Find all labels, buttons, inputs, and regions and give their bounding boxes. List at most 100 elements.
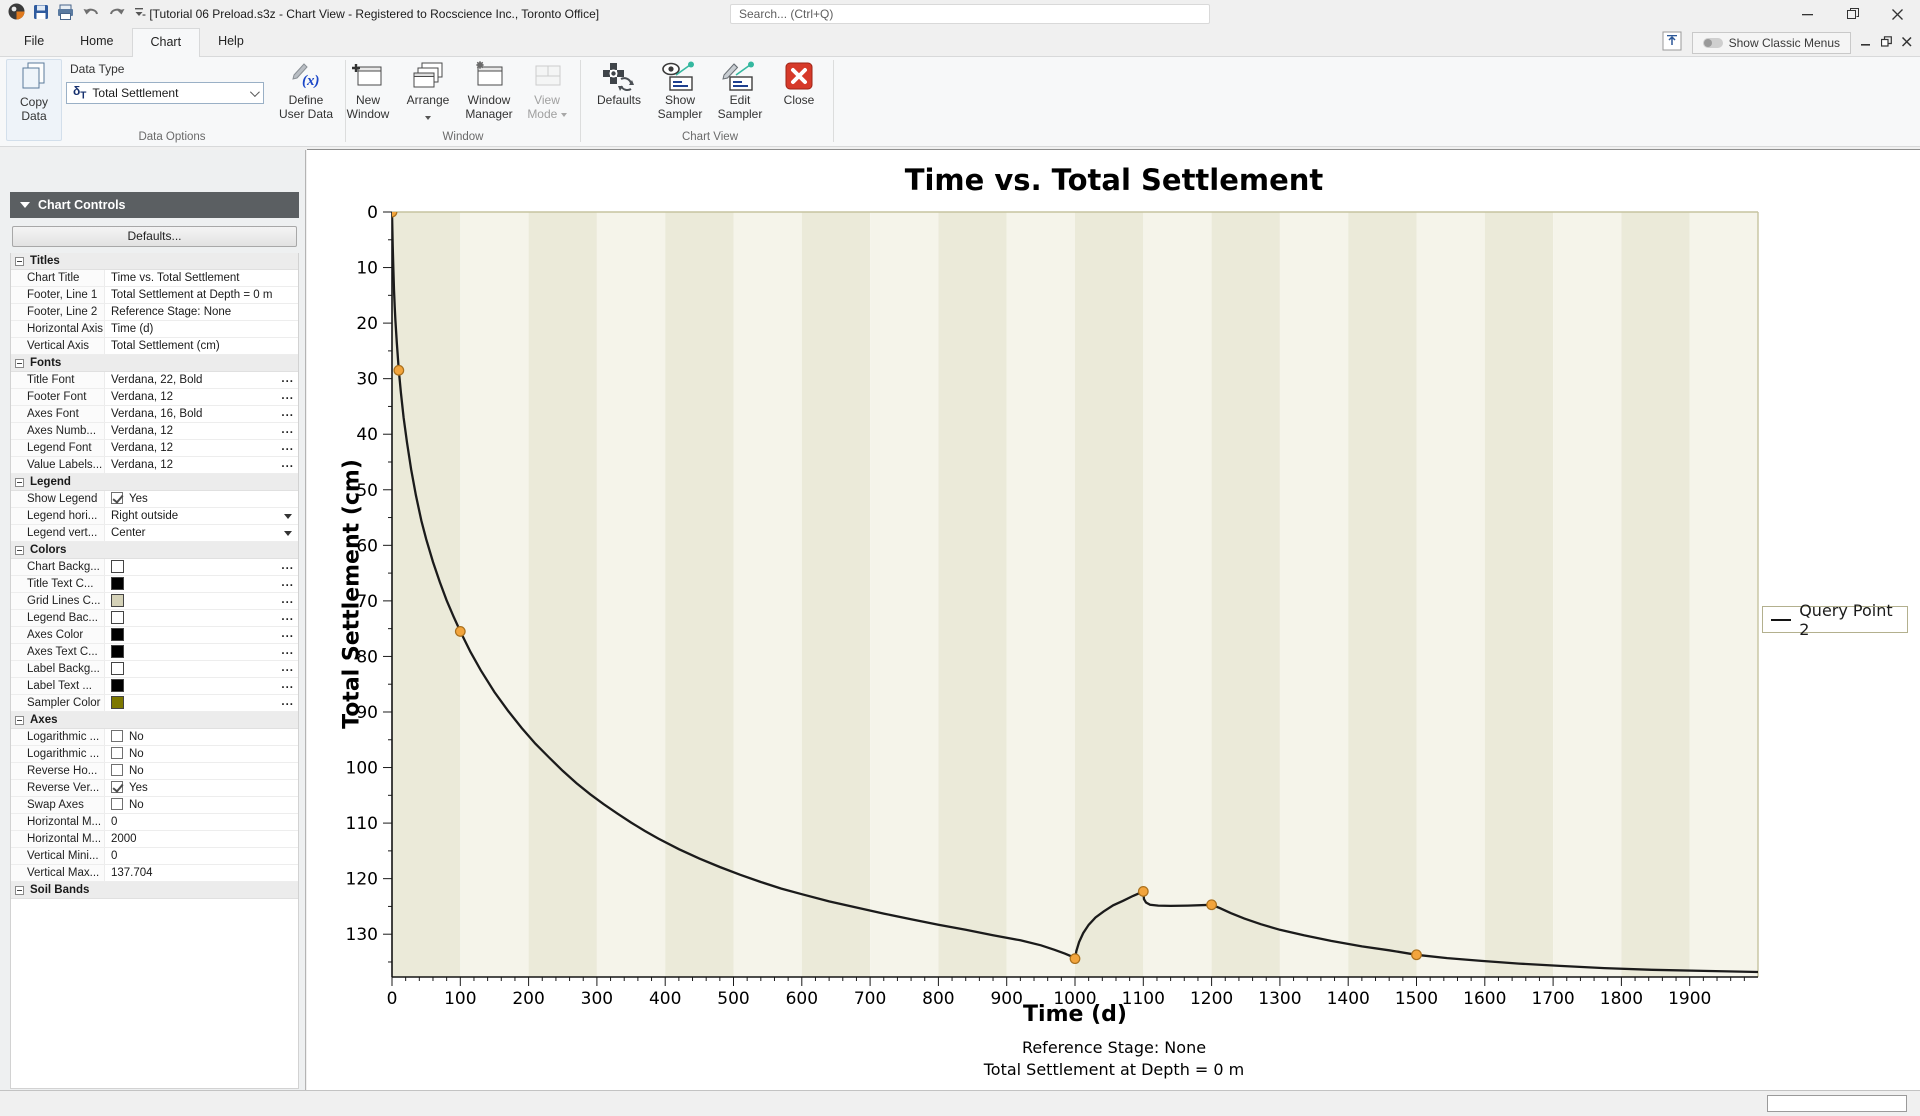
section-header[interactable]: Legend xyxy=(11,474,298,491)
chart-legend[interactable]: Query Point 2 xyxy=(1762,601,1908,639)
tab-chart[interactable]: Chart xyxy=(131,28,201,57)
property-value[interactable]: ... xyxy=(105,695,298,711)
color-swatch[interactable] xyxy=(111,662,124,675)
save-icon[interactable] xyxy=(33,4,49,20)
ellipsis-button[interactable]: ... xyxy=(281,577,294,589)
ellipsis-button[interactable]: ... xyxy=(281,679,294,691)
property-value[interactable]: No xyxy=(105,763,298,779)
ellipsis-button[interactable]: ... xyxy=(281,407,294,419)
section-collapse-icon[interactable] xyxy=(15,715,24,725)
section-collapse-icon[interactable] xyxy=(15,256,24,266)
quick-access-dropdown-icon[interactable] xyxy=(134,6,144,18)
print-icon[interactable] xyxy=(57,4,74,20)
color-swatch[interactable] xyxy=(111,696,124,709)
dropdown-arrow-icon[interactable] xyxy=(284,514,292,519)
data-type-select[interactable]: δT Total Settlement xyxy=(66,82,264,104)
minimize-button[interactable] xyxy=(1785,0,1830,28)
redo-icon[interactable] xyxy=(108,5,126,19)
show-sampler-button[interactable]: Show Sampler xyxy=(649,59,711,121)
color-swatch[interactable] xyxy=(111,560,124,573)
property-value[interactable]: ... xyxy=(105,559,298,575)
property-value[interactable]: 2000 xyxy=(105,831,298,847)
checkbox[interactable] xyxy=(111,747,123,759)
property-value[interactable]: 0 xyxy=(105,814,298,830)
color-swatch[interactable] xyxy=(111,628,124,641)
section-header[interactable]: Titles xyxy=(11,253,298,270)
ellipsis-button[interactable]: ... xyxy=(281,628,294,640)
ellipsis-button[interactable]: ... xyxy=(281,611,294,623)
checkbox[interactable] xyxy=(111,730,123,742)
search-input[interactable]: Search... (Ctrl+Q) xyxy=(730,4,1210,24)
defaults-button[interactable]: Defaults xyxy=(588,59,650,107)
arrange-button[interactable]: Arrange xyxy=(397,59,459,124)
section-collapse-icon[interactable] xyxy=(15,545,24,555)
section-collapse-icon[interactable] xyxy=(15,477,24,487)
app-icon[interactable] xyxy=(8,3,25,20)
color-swatch[interactable] xyxy=(111,611,124,624)
property-value[interactable]: Total Settlement (cm) xyxy=(105,338,298,354)
copy-data-button[interactable]: Copy Data xyxy=(6,59,62,141)
ribbon-pin-icon[interactable] xyxy=(1662,31,1682,54)
data-point-marker[interactable] xyxy=(1206,899,1217,911)
property-value[interactable]: Center xyxy=(105,525,298,541)
checkbox[interactable] xyxy=(111,492,123,504)
property-value[interactable]: Total Settlement at Depth = 0 m xyxy=(105,287,298,303)
checkbox[interactable] xyxy=(111,798,123,810)
color-swatch[interactable] xyxy=(111,594,124,607)
show-classic-menus-toggle[interactable]: Show Classic Menus xyxy=(1691,31,1851,54)
mdi-restore-icon[interactable] xyxy=(1880,35,1892,50)
property-value[interactable]: No xyxy=(105,729,298,745)
color-swatch[interactable] xyxy=(111,645,124,658)
chart-controls-header[interactable]: Chart Controls xyxy=(10,192,299,218)
color-swatch[interactable] xyxy=(111,577,124,590)
property-value[interactable]: ... xyxy=(105,644,298,660)
ellipsis-button[interactable]: ... xyxy=(281,594,294,606)
property-value[interactable]: Time vs. Total Settlement xyxy=(105,270,298,286)
property-value[interactable]: No xyxy=(105,797,298,813)
section-collapse-icon[interactable] xyxy=(15,885,24,895)
edit-sampler-button[interactable]: Edit Sampler xyxy=(709,59,771,121)
property-value[interactable]: No xyxy=(105,746,298,762)
data-point-marker[interactable] xyxy=(454,626,466,637)
mdi-minimize-icon[interactable] xyxy=(1861,36,1871,50)
section-header[interactable]: Soil Bands xyxy=(11,882,298,899)
property-value[interactable]: Verdana, 22, Bold... xyxy=(105,372,298,388)
ellipsis-button[interactable]: ... xyxy=(281,645,294,657)
data-point-marker[interactable] xyxy=(1411,949,1422,961)
section-header[interactable]: Fonts xyxy=(11,355,298,372)
maximize-restore-button[interactable] xyxy=(1830,0,1875,28)
tab-help[interactable]: Help xyxy=(218,34,244,48)
panel-defaults-button[interactable]: Defaults... xyxy=(12,226,297,247)
ellipsis-button[interactable]: ... xyxy=(281,424,294,436)
property-value[interactable]: ... xyxy=(105,678,298,694)
property-value[interactable]: ... xyxy=(105,661,298,677)
property-value[interactable]: 0 xyxy=(105,848,298,864)
checkbox[interactable] xyxy=(111,781,123,793)
checkbox[interactable] xyxy=(111,764,123,776)
color-swatch[interactable] xyxy=(111,679,124,692)
mdi-close-icon[interactable] xyxy=(1901,36,1912,50)
ellipsis-button[interactable]: ... xyxy=(281,458,294,470)
tab-file[interactable]: File xyxy=(24,34,45,48)
undo-icon[interactable] xyxy=(82,5,100,19)
close-chart-button[interactable]: Close xyxy=(768,59,830,107)
data-point-marker[interactable] xyxy=(1137,886,1149,897)
data-point-marker[interactable] xyxy=(1069,953,1081,965)
property-value[interactable]: 137.704 xyxy=(105,865,298,881)
section-header[interactable]: Colors xyxy=(11,542,298,559)
property-value[interactable]: Right outside xyxy=(105,508,298,524)
property-value[interactable]: Verdana, 16, Bold... xyxy=(105,406,298,422)
ellipsis-button[interactable]: ... xyxy=(281,441,294,453)
property-value[interactable]: Verdana, 12... xyxy=(105,423,298,439)
data-point-marker[interactable] xyxy=(387,207,398,218)
property-value[interactable]: Verdana, 12... xyxy=(105,389,298,405)
property-value[interactable]: Verdana, 12... xyxy=(105,457,298,473)
chart-plot[interactable]: 0 100 200 300 400 500 600 700 800 900 1000 1100 1200… xyxy=(308,150,1920,1092)
window-manager-button[interactable]: Window Manager xyxy=(458,59,520,121)
ellipsis-button[interactable]: ... xyxy=(281,696,294,708)
data-point-marker[interactable] xyxy=(393,364,405,376)
tab-home[interactable]: Home xyxy=(80,34,114,48)
property-value[interactable]: ... xyxy=(105,610,298,626)
define-user-data-button[interactable]: (x) Define User Data xyxy=(275,59,337,121)
section-collapse-icon[interactable] xyxy=(15,358,24,368)
